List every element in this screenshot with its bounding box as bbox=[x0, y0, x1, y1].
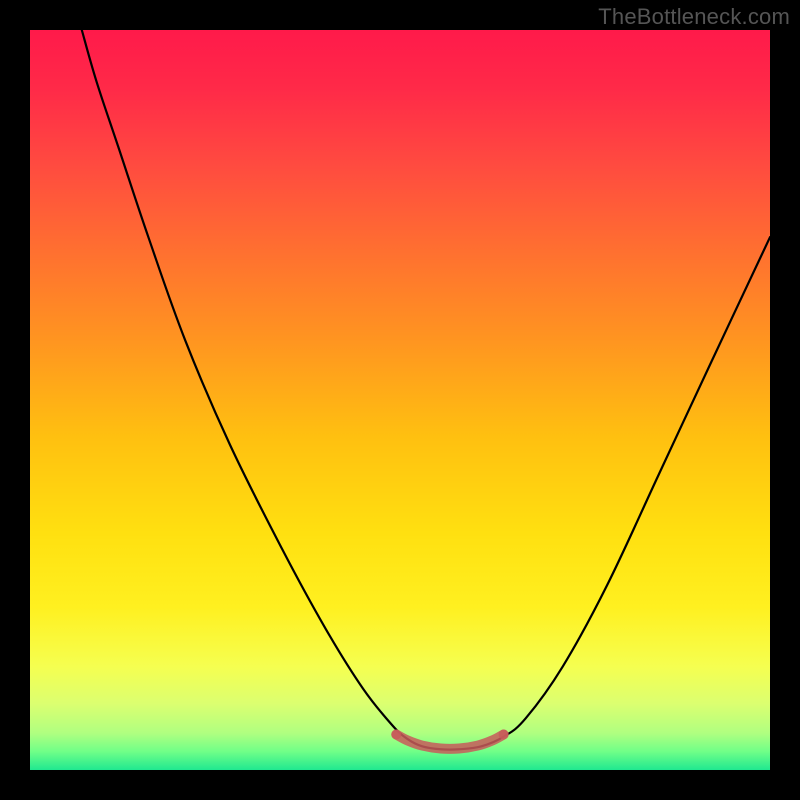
bottleneck-chart bbox=[0, 0, 800, 800]
watermark-text: TheBottleneck.com bbox=[598, 4, 790, 30]
chart-svg bbox=[0, 0, 800, 800]
